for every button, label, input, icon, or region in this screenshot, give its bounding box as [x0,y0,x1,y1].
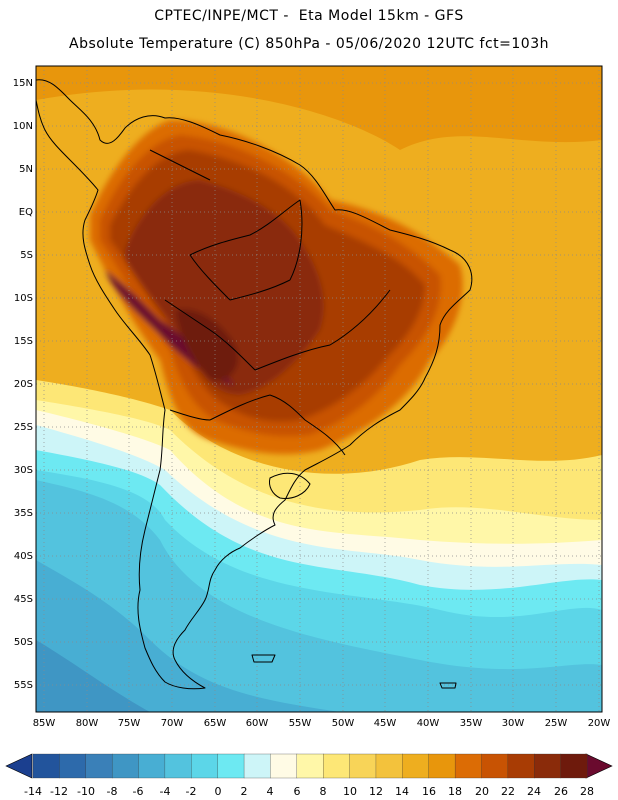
lon-label: 60W [246,718,269,729]
colorbar-cell [111,753,139,779]
lon-label: 35W [460,718,483,729]
lon-label: 70W [161,718,184,729]
lat-label: 30S [14,465,33,476]
colorbar-label: -2 [186,785,197,798]
lat-label: 25S [14,422,33,433]
colorbar-right-arrow [585,753,613,779]
colorbar-label: 16 [422,785,436,798]
colorbar-label: -8 [107,785,118,798]
colorbar-label: -6 [133,785,144,798]
lat-label: 45S [14,594,33,605]
colorbar-cell [243,753,271,779]
colorbar-labels: -14 -12 -10 -8 -6 -4 -2 0 2 4 6 8 10 12 … [24,785,594,798]
colorbar-label: -12 [50,785,68,798]
colorbar-left-arrow [5,753,33,779]
colorbar-label: 10 [343,785,357,798]
colorbar-label: 6 [294,785,301,798]
colorbar-label: 28 [580,785,594,798]
colorbar-label: -10 [77,785,95,798]
colorbar-cell [32,753,60,779]
colorbar-cell [323,753,351,779]
map-field [36,66,602,712]
lat-label: 5S [20,250,33,261]
lat-label: 10N [13,121,33,132]
lon-label: 75W [118,718,141,729]
colorbar-label: 22 [501,785,515,798]
colorbar: -14 -12 -10 -8 -6 -4 -2 0 2 4 6 8 10 12 … [5,753,613,798]
lat-label: 5N [19,164,33,175]
colorbar-cell [375,753,403,779]
coastline [36,79,473,690]
colorbar-label: 24 [527,785,541,798]
field-continental-heat [90,120,463,455]
lat-label: 10S [14,293,33,304]
lat-label: 55S [14,680,33,691]
colorbar-label: 18 [448,785,462,798]
colorbar-cell [270,753,298,779]
latitude-labels: 15N 10N 5N EQ 5S 10S 15S 20S 25S 30S 35S… [13,78,33,691]
colorbar-cell [454,753,482,779]
colorbar-label: 0 [215,785,222,798]
colorbar-cell [560,753,588,779]
colorbar-cell [507,753,535,779]
field-north-band [36,66,602,150]
colorbar-cell [534,753,562,779]
colorbar-label: 26 [554,785,568,798]
colorbar-cell [85,753,113,779]
colorbar-cell [296,753,324,779]
colorbar-cell [191,753,219,779]
colorbar-cell [217,753,245,779]
colorbar-cells [32,753,588,779]
colorbar-label: 4 [267,785,274,798]
lon-label: 65W [204,718,227,729]
colorbar-label: 20 [475,785,489,798]
lon-label: 55W [289,718,312,729]
lat-label: 15S [14,336,33,347]
colorbar-label: 12 [369,785,383,798]
colorbar-label: -14 [24,785,42,798]
colorbar-label: 14 [395,785,409,798]
map-frame [35,65,603,713]
lat-label: 20S [14,379,33,390]
lon-label: 50W [332,718,355,729]
field-deepest-blue [36,640,150,712]
colorbar-cell [481,753,509,779]
lat-label: 40S [14,551,33,562]
lon-label: 85W [33,718,56,729]
header-line-2: Absolute Temperature (C) 850hPa - 05/06/… [69,36,549,52]
colorbar-cell [402,753,430,779]
lon-label: 45W [374,718,397,729]
colorbar-label: 8 [320,785,327,798]
lat-label: 50S [14,637,33,648]
lon-label: 80W [76,718,99,729]
colorbar-label: -4 [160,785,171,798]
lat-label: 15N [13,78,33,89]
lon-label: 40W [417,718,440,729]
lon-label: 30W [502,718,525,729]
colorbar-cell [59,753,87,779]
lat-label: EQ [19,207,33,218]
field-deep-blue [36,560,340,712]
lon-label: 20W [588,718,611,729]
colorbar-cell [349,753,377,779]
lon-label: 25W [545,718,568,729]
longitude-labels: 85W 80W 75W 70W 65W 60W 55W 50W 45W 40W … [33,718,611,729]
colorbar-cell [428,753,456,779]
colorbar-cell [138,753,166,779]
colorbar-label: 2 [241,785,248,798]
colorbar-cell [164,753,192,779]
header-line-1: CPTEC/INPE/MCT - Eta Model 15km - GFS [154,8,464,24]
lat-label: 35S [14,508,33,519]
field-blue [36,480,602,712]
